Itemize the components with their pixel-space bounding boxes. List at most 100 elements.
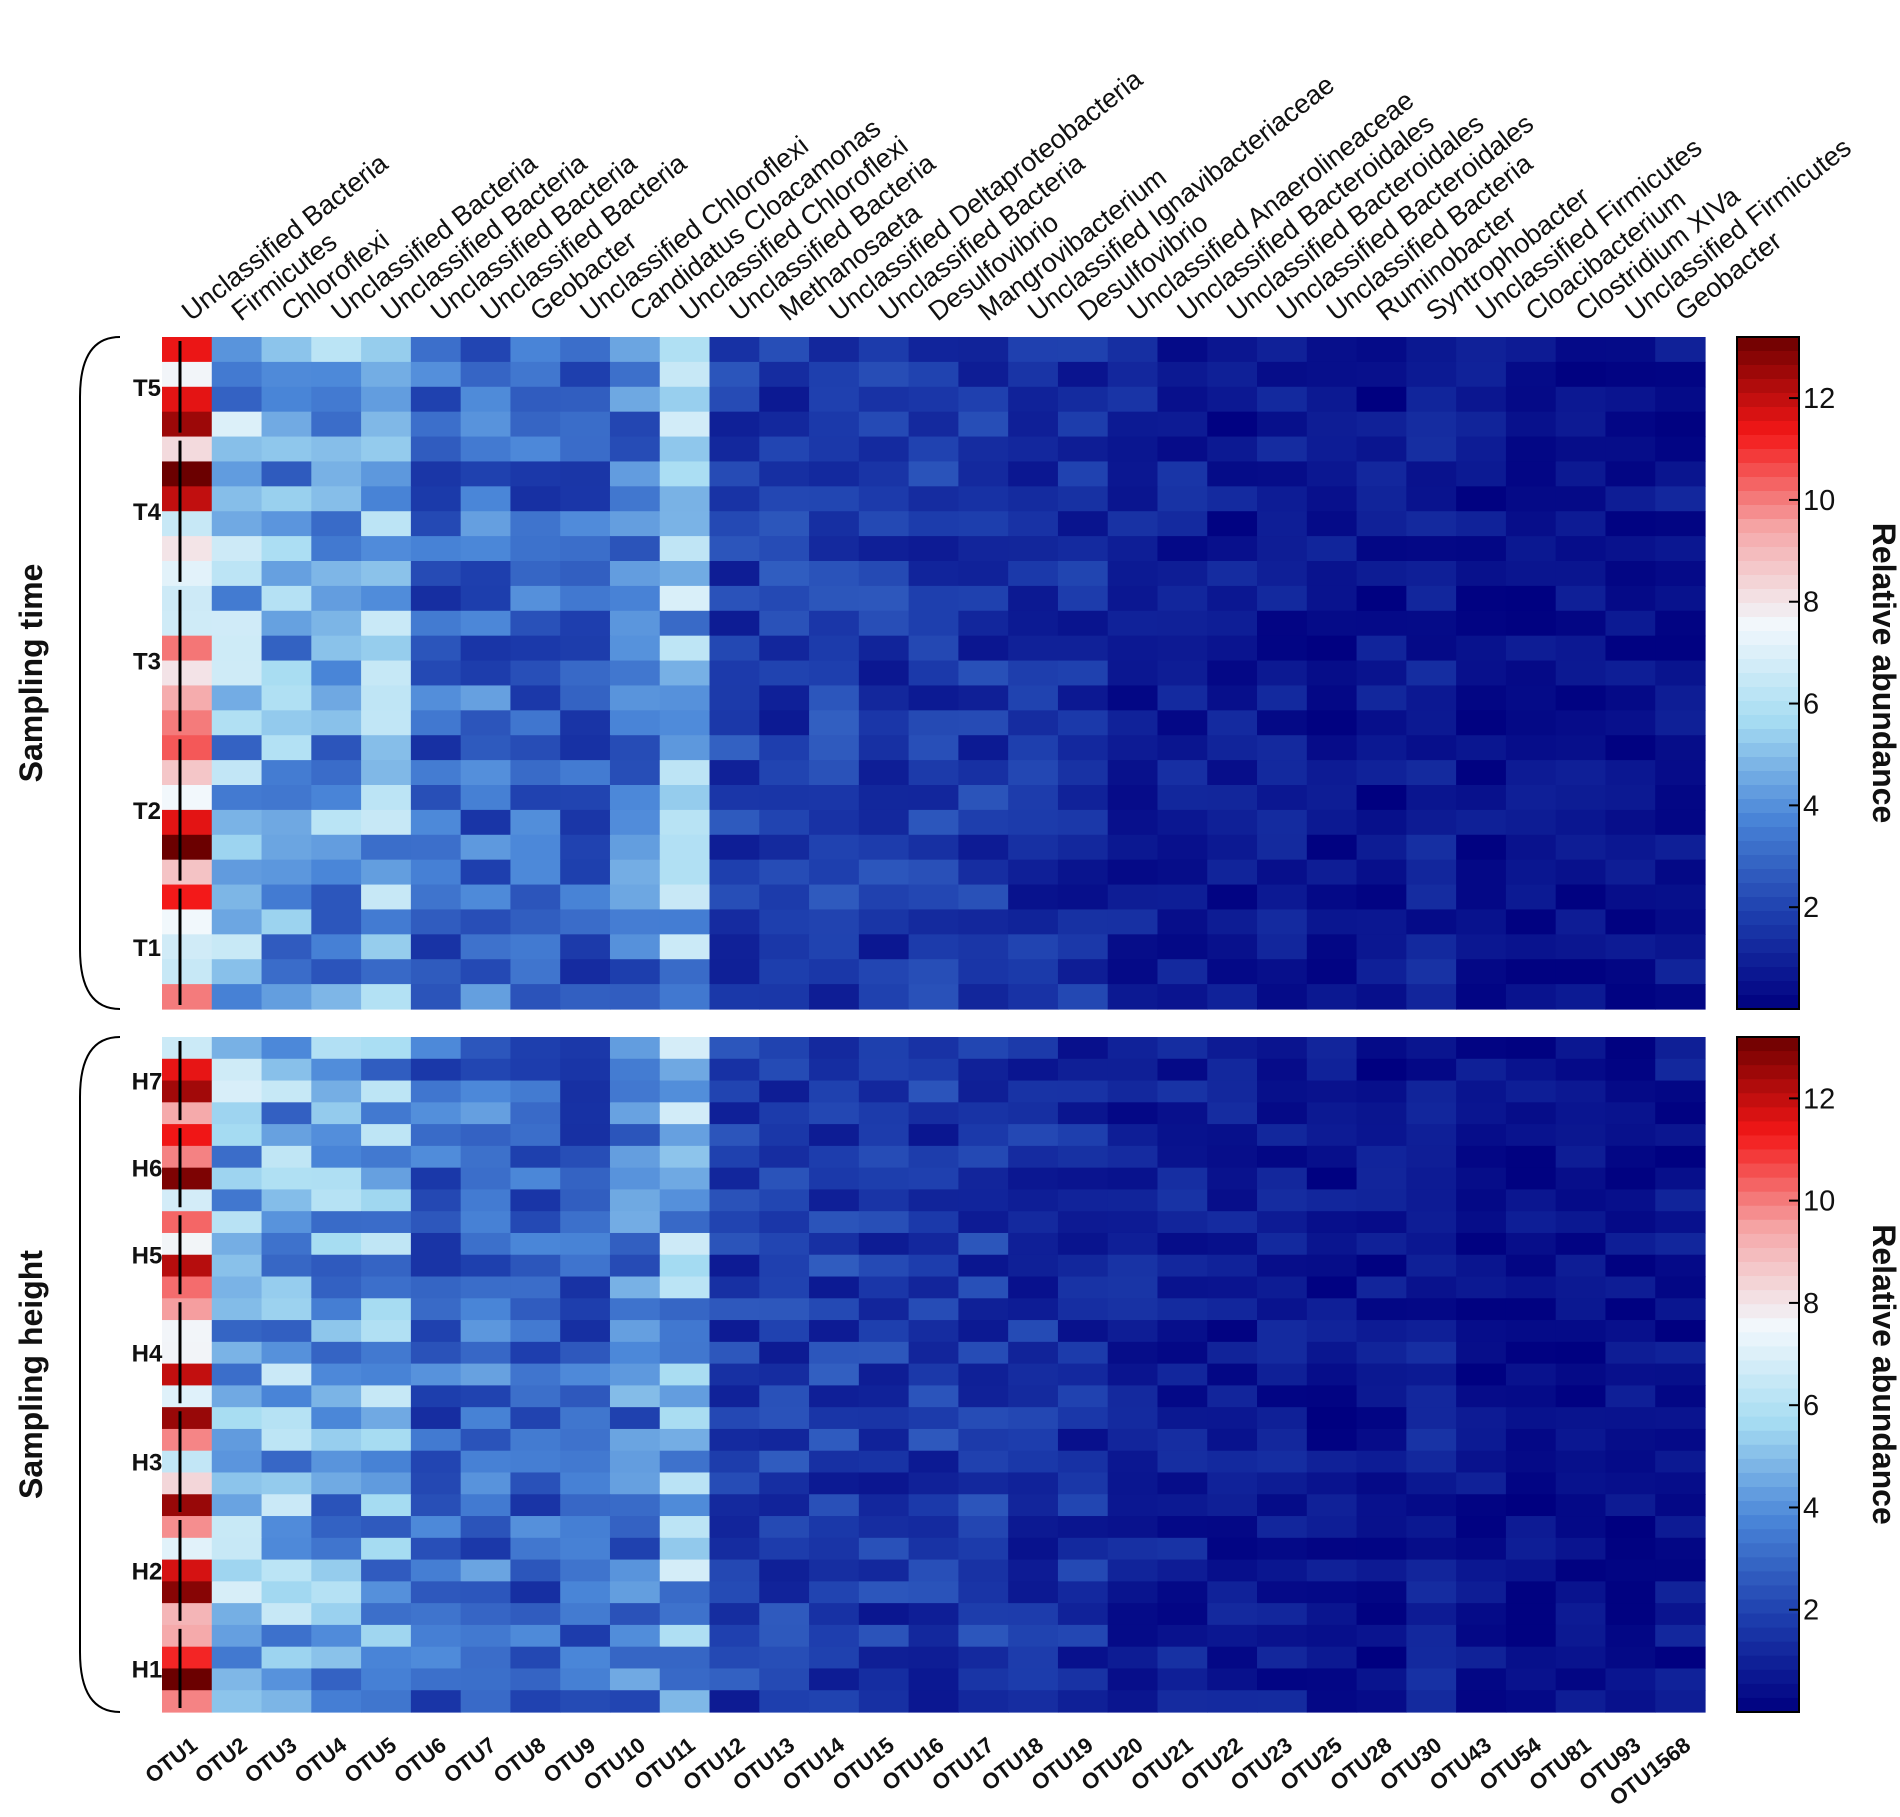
colorbar-segment [1737,729,1799,744]
heatmap-cell [858,1559,910,1582]
heatmap-cell [1406,1428,1457,1452]
heatmap-cell [1406,1407,1457,1430]
heatmap-cell [1207,436,1258,463]
heatmap-cell [261,660,312,687]
heatmap-cell [211,1232,263,1256]
heatmap-cell [1555,834,1607,861]
heatmap-cell [1456,461,1507,487]
heatmap-cell [560,1080,611,1103]
heatmap-cell [1057,1276,1109,1299]
heatmap-cell [261,809,312,836]
heatmap-cell [609,1080,661,1103]
heatmap-cell [1505,1341,1557,1365]
heatmap-cell [609,660,661,687]
heatmap-cell [1107,561,1159,587]
heatmap-cell [261,1058,312,1082]
heatmap-cell [958,1298,1009,1321]
heatmap-cell [261,1603,312,1626]
heatmap-cell [1356,1211,1407,1234]
heatmap-cell [410,1581,462,1604]
heatmap-cell [1655,1341,1706,1365]
heatmap-cell [311,1450,362,1474]
colorbar-segment [1737,1304,1799,1319]
heatmap-cell [1505,735,1557,761]
heatmap-cell [1157,436,1208,463]
heatmap-cell [1456,1385,1507,1408]
heatmap-cell [609,610,661,637]
heatmap-cell [1655,361,1706,388]
heatmap-cell [958,1624,1009,1648]
heatmap-cell [560,1124,611,1147]
heatmap-cell [1257,461,1308,487]
heatmap-cell [361,610,412,637]
heatmap-cell [510,1102,561,1125]
colorbar-segment [1737,967,1799,982]
heatmap-cell [1157,1124,1208,1147]
heatmap-cell [211,760,263,786]
heatmap-cell [1406,536,1457,562]
heatmap-cell [759,585,810,612]
heatmap-cell [261,1516,312,1539]
heatmap-cell [858,1124,910,1147]
heatmap-cell [809,809,860,836]
heatmap-cell [1207,809,1258,836]
heatmap-cell [858,1102,910,1125]
heatmap-cell [1008,1102,1059,1125]
heatmap-cell [410,1167,462,1191]
heatmap-cell [609,511,661,537]
heatmap-cell [759,1494,810,1517]
heatmap-cell [460,461,512,487]
heatmap-cell [1207,710,1258,736]
heatmap-cell [958,1167,1009,1191]
heatmap-cell [460,1254,512,1278]
heatmap-cell [162,1298,213,1321]
heatmap-cell [1456,859,1507,886]
heatmap-cell [1406,760,1457,786]
heatmap-cell [162,1624,213,1648]
heatmap-cell [1655,735,1706,761]
heatmap-cell [1406,1646,1457,1670]
heatmap-cell [1605,660,1656,687]
heatmap-cell [1257,1603,1308,1626]
heatmap-cell [858,1385,910,1408]
heatmap-cell [1057,660,1109,687]
heatmap-cell [261,1494,312,1517]
heatmap-cell [1505,1516,1557,1539]
heatmap-cell [1257,1124,1308,1147]
heatmap-cell [1406,1167,1457,1191]
heatmap-cell [609,1690,661,1713]
heatmap-cell [1605,1124,1656,1147]
heatmap-cell [609,1516,661,1539]
heatmap-cell [1555,1167,1607,1191]
heatmap-cell [1555,386,1607,413]
heatmap-cell [162,1428,213,1452]
colorbar-segment [1737,1458,1799,1474]
heatmap-cell [1356,1145,1407,1169]
heatmap-cell [1356,585,1407,612]
heatmap-cell [1008,660,1059,687]
heatmap-cell [1306,1254,1358,1278]
heatmap-cell [809,386,860,413]
heatmap-cell [1306,909,1358,935]
heatmap-cell [1555,1298,1607,1321]
heatmap-cell [1157,1298,1208,1321]
heatmap-cell [858,785,910,811]
heatmap-cell [1057,834,1109,861]
heatmap-cell [361,1581,412,1604]
heatmap-cell [659,1668,711,1691]
heatmap-cell [261,1363,312,1386]
heatmap-cell [908,884,959,911]
heatmap-cell [809,735,860,761]
heatmap-cell [659,1254,711,1278]
heatmap-cell [1456,959,1507,985]
heatmap-cell [1456,1276,1507,1299]
colorbar-segment [1737,561,1799,576]
colorbar-segment [1737,1599,1799,1615]
heatmap-cell [1456,1581,1507,1604]
heatmap-cell [311,461,362,487]
heatmap-cell [709,1581,760,1604]
heatmap-cell [609,1167,661,1191]
heatmap-cell [1157,386,1208,413]
colorbar-label: Relative abundance [1866,523,1900,824]
heatmap-cell [1207,536,1258,562]
